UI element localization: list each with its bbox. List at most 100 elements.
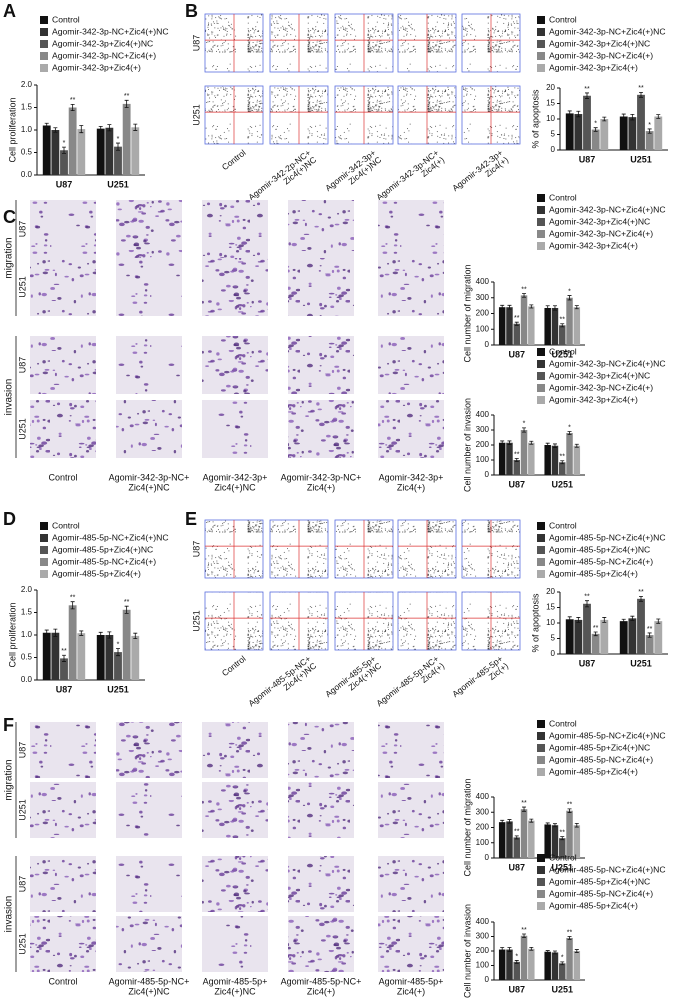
x-tick-label: U87 bbox=[508, 349, 525, 359]
error-bar bbox=[545, 305, 550, 311]
column-label: Agomir-342-3p-NC+ bbox=[374, 147, 440, 202]
legend-label: Agomir-485-5p+Zic4(+)NC bbox=[549, 876, 650, 886]
y-tick-label: 1.5 bbox=[21, 103, 33, 112]
bar bbox=[559, 838, 566, 858]
y-tick-label: 200 bbox=[476, 309, 490, 318]
error-bar bbox=[107, 124, 112, 132]
legend-swatch bbox=[537, 64, 545, 72]
error-bar bbox=[639, 91, 643, 98]
legend-swatch bbox=[537, 720, 545, 728]
error-bar bbox=[62, 146, 66, 154]
error-bar bbox=[552, 305, 557, 311]
x-tick-label: U251 bbox=[551, 349, 573, 359]
y-tick-label: 100 bbox=[476, 838, 490, 847]
significance: ** bbox=[567, 929, 573, 936]
y-axis-label: % of apoptosis bbox=[530, 89, 540, 149]
micrograph bbox=[378, 400, 444, 458]
significance: ** bbox=[70, 97, 76, 104]
legend-label: Agomir-485-5p+Zic4(+) bbox=[549, 766, 638, 776]
bar bbox=[131, 127, 140, 175]
y-tick-label: 1.0 bbox=[21, 630, 33, 639]
bar bbox=[544, 824, 551, 858]
legend-swatch bbox=[537, 866, 545, 874]
error-bar bbox=[574, 305, 579, 310]
micrograph bbox=[30, 916, 96, 972]
bar bbox=[513, 460, 520, 475]
error-bar bbox=[507, 440, 512, 445]
legend-swatch bbox=[537, 52, 545, 60]
y-tick-label: 0.5 bbox=[21, 148, 33, 157]
bar bbox=[131, 635, 140, 680]
bar bbox=[520, 430, 528, 475]
micrograph bbox=[288, 200, 354, 258]
legend-swatch bbox=[537, 546, 545, 554]
bar bbox=[565, 113, 574, 150]
x-tick-label: U251 bbox=[107, 684, 129, 694]
legend-swatch bbox=[537, 522, 545, 530]
bar bbox=[574, 619, 583, 654]
panel-label: B bbox=[185, 1, 198, 21]
y-axis-label: Cell number of invasion bbox=[462, 398, 472, 492]
significance: ** bbox=[638, 589, 644, 596]
y-tick-label: 0 bbox=[485, 340, 490, 349]
column-label: Agomir-485-5p-NC+ bbox=[246, 653, 312, 708]
legend-label: Agomir-485-5p+Zic4(+)NC bbox=[52, 544, 153, 554]
error-bar bbox=[116, 142, 120, 151]
row-label: U251 bbox=[17, 933, 27, 955]
bar bbox=[583, 95, 591, 150]
y-tick-label: 0 bbox=[485, 470, 490, 479]
y-tick-label: 0 bbox=[551, 649, 556, 658]
legend-label: Control bbox=[549, 346, 577, 356]
micrograph bbox=[288, 258, 354, 316]
legend-swatch bbox=[537, 28, 545, 36]
y-tick-label: 300 bbox=[476, 932, 490, 941]
y-tick-label: 200 bbox=[476, 823, 490, 832]
y-axis-label: Cell number of migration bbox=[462, 778, 472, 876]
bar bbox=[528, 442, 535, 475]
group-label: migration bbox=[4, 237, 15, 278]
x-tick-label: U87 bbox=[56, 179, 73, 189]
y-axis-label: Cell proliferation bbox=[7, 97, 17, 162]
bar bbox=[573, 445, 581, 475]
legend-swatch bbox=[537, 744, 545, 752]
legend-label: Agomir-485-5p-NC+Zic4(+) bbox=[549, 754, 653, 764]
bar bbox=[513, 961, 520, 980]
legend-swatch bbox=[537, 348, 545, 356]
error-bar bbox=[133, 123, 138, 131]
y-tick-label: 1.0 bbox=[21, 125, 33, 134]
error-bar bbox=[647, 632, 652, 638]
error-bar bbox=[53, 628, 58, 637]
error-bar bbox=[529, 946, 534, 951]
bar bbox=[498, 949, 506, 980]
legend-swatch bbox=[537, 558, 545, 566]
bar bbox=[520, 809, 528, 858]
y-axis-label: Cell number of migration bbox=[462, 264, 472, 362]
legend-label: Agomir-342-3p-NC+Zic4(+) bbox=[549, 382, 653, 392]
bar bbox=[60, 150, 68, 175]
y-tick-label: 5 bbox=[551, 634, 556, 643]
micrograph bbox=[30, 336, 96, 394]
legend-label: Agomir-342-3p+Zic4(+)NC bbox=[549, 216, 650, 226]
significance: ** bbox=[638, 85, 644, 92]
bar bbox=[583, 603, 591, 654]
bar bbox=[520, 935, 528, 980]
significance: ** bbox=[560, 454, 566, 461]
y-axis-label: Cell number of invasion bbox=[462, 904, 472, 998]
bar bbox=[51, 130, 60, 175]
legend-label: Agomir-485-5p-NC+Zic4(+)NC bbox=[549, 532, 666, 542]
bar bbox=[51, 632, 60, 680]
row-label: U251 bbox=[17, 276, 27, 298]
micrograph bbox=[30, 200, 96, 258]
bar bbox=[544, 951, 551, 980]
legend-label: Agomir-485-5p-NC+Zic4(+)NC bbox=[549, 864, 666, 874]
bar bbox=[96, 635, 105, 680]
micrograph bbox=[378, 916, 444, 972]
error-bar bbox=[79, 125, 84, 134]
panel-label: F bbox=[3, 715, 14, 735]
significance: ** bbox=[61, 648, 67, 655]
legend-swatch bbox=[537, 902, 545, 910]
micrograph bbox=[288, 722, 354, 778]
error-bar bbox=[507, 947, 512, 952]
